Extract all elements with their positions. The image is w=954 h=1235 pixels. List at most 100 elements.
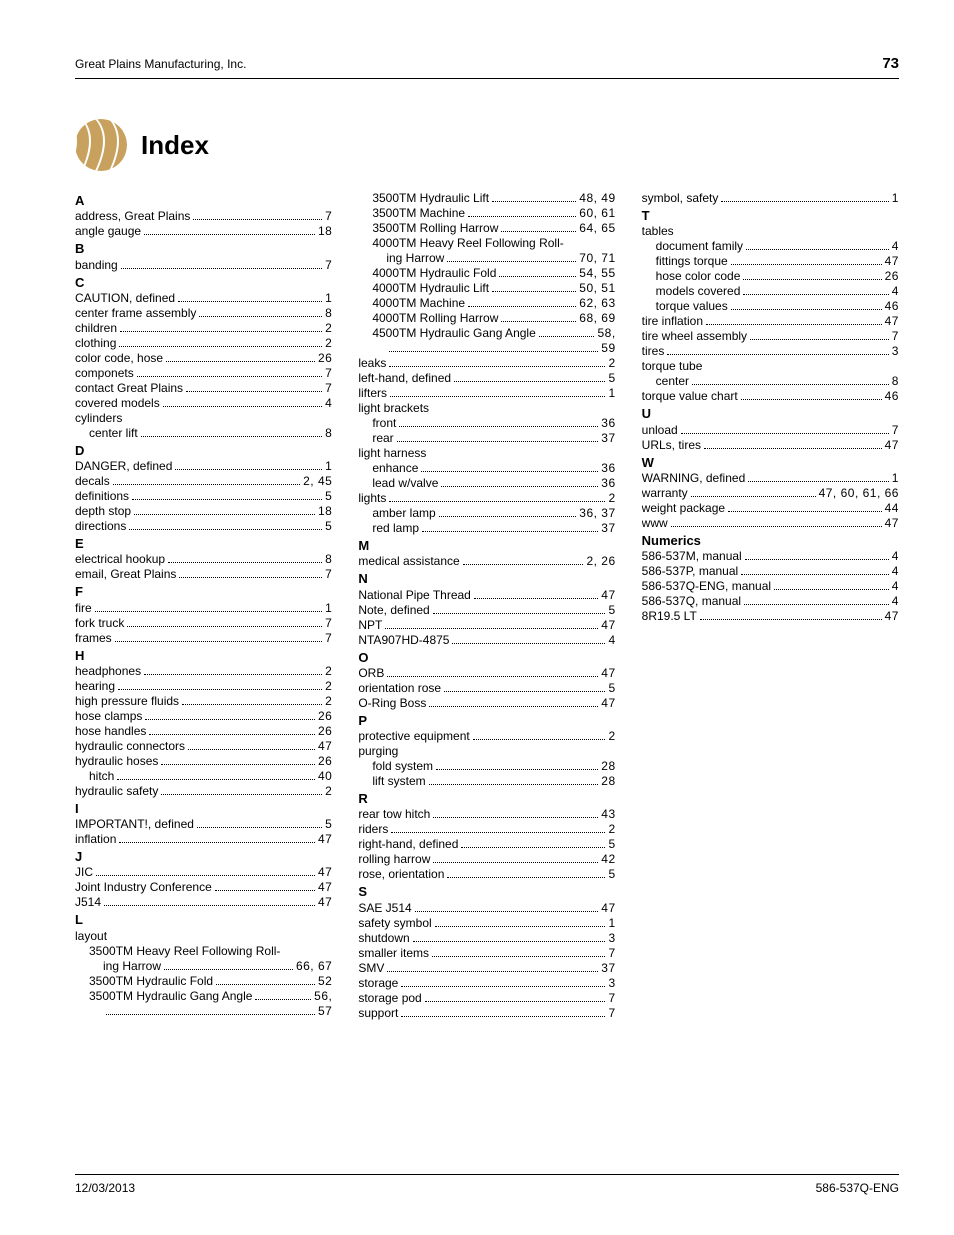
leader-dots: [117, 770, 315, 780]
entry-term: 4500TM Hydraulic Gang Angle: [372, 326, 535, 341]
entry-term: smaller items: [358, 946, 429, 961]
entry-pages: 2: [608, 356, 615, 371]
entry-pages: 7: [325, 631, 332, 646]
leader-dots: [96, 867, 315, 877]
entry-pages: 28: [601, 774, 615, 789]
index-entry: NPT47: [358, 618, 615, 633]
entry-term: tire wheel assembly: [642, 329, 747, 344]
entry-term: clothing: [75, 336, 116, 351]
index-entry: protective equipment2: [358, 729, 615, 744]
index-entry: purging: [358, 744, 615, 759]
entry-pages: 4: [892, 284, 899, 299]
entry-pages: 46: [885, 299, 899, 314]
entry-term: support: [358, 1006, 398, 1021]
entry-term: warranty: [642, 486, 688, 501]
entry-term: lift system: [372, 774, 425, 789]
entry-term: hydraulic safety: [75, 784, 158, 799]
entry-term: directions: [75, 519, 126, 534]
index-entry: frames7: [75, 631, 332, 646]
leader-dots: [397, 432, 599, 442]
leader-dots: [743, 286, 888, 296]
leader-dots: [385, 619, 598, 629]
entry-pages: 47: [885, 516, 899, 531]
leader-dots: [120, 322, 322, 332]
entry-pages: 62, 63: [579, 296, 615, 311]
leader-dots: [436, 760, 598, 770]
index-letter: I: [75, 801, 332, 817]
index-entry: safety symbol1: [358, 916, 615, 931]
entry-term: hydraulic hoses: [75, 754, 158, 769]
index-entry: National Pipe Thread47: [358, 588, 615, 603]
leader-dots: [454, 372, 605, 382]
entry-pages: 2: [608, 491, 615, 506]
entry-term: rose, orientation: [358, 867, 444, 882]
entry-pages: 57: [318, 1004, 332, 1019]
entry-term: torque value chart: [642, 389, 738, 404]
leader-dots: [774, 580, 889, 590]
entry-pages: 18: [318, 504, 332, 519]
entry-pages: 7: [892, 329, 899, 344]
entry-term: torque tube: [642, 359, 703, 374]
index-entry: fire1: [75, 601, 332, 616]
entry-term: rolling harrow: [358, 852, 430, 867]
entry-pages: 26: [318, 351, 332, 366]
entry-term: URLs, tires: [642, 438, 701, 453]
index-entry: ORB47: [358, 666, 615, 681]
entry-pages: 2: [325, 784, 332, 799]
entry-pages: 48, 49: [579, 191, 615, 206]
entry-pages: 60, 61: [579, 206, 615, 221]
entry-pages: 43: [601, 807, 615, 822]
entry-pages: 1: [325, 459, 332, 474]
leader-dots: [401, 1007, 605, 1017]
leader-dots: [429, 697, 598, 707]
index-entry: fittings torque47: [642, 254, 899, 269]
entry-pages: 7: [325, 567, 332, 582]
leader-dots: [750, 331, 889, 341]
index-entry: J51447: [75, 895, 332, 910]
index-entry: definitions5: [75, 489, 332, 504]
page-footer: 12/03/2013 586-537Q-ENG: [75, 1174, 899, 1195]
leader-dots: [119, 337, 322, 347]
entry-pages: 4: [892, 594, 899, 609]
entry-term: light brackets: [358, 401, 429, 416]
entry-pages: 2: [325, 679, 332, 694]
entry-term: IMPORTANT!, defined: [75, 817, 194, 832]
entry-pages: 59: [601, 341, 615, 356]
entry-pages: 5: [325, 817, 332, 832]
entry-pages: 50, 51: [579, 281, 615, 296]
leader-dots: [492, 192, 576, 202]
leader-dots: [700, 610, 882, 620]
header-company: Great Plains Manufacturing, Inc.: [75, 57, 246, 71]
index-entry: hydraulic hoses26: [75, 754, 332, 769]
entry-term: WARNING, defined: [642, 471, 746, 486]
entry-pages: 26: [885, 269, 899, 284]
index-entry: 59: [358, 341, 615, 356]
leader-dots: [137, 367, 322, 377]
entry-term: safety symbol: [358, 916, 431, 931]
entry-term: cylinders: [75, 411, 122, 426]
entry-pages: 47: [318, 832, 332, 847]
entry-term: depth stop: [75, 504, 131, 519]
leader-dots: [168, 554, 322, 564]
leader-dots: [115, 632, 322, 642]
page-title: Index: [141, 130, 209, 161]
entry-pages: 4: [892, 564, 899, 579]
entry-pages: 7: [325, 366, 332, 381]
index-entry: light harness: [358, 446, 615, 461]
leader-dots: [144, 665, 322, 675]
entry-pages: 7: [608, 946, 615, 961]
entry-term: children: [75, 321, 117, 336]
leader-dots: [435, 917, 606, 927]
leader-dots: [731, 256, 882, 266]
index-entry: hose clamps26: [75, 709, 332, 724]
leader-dots: [197, 818, 322, 828]
leader-dots: [199, 307, 322, 317]
leader-dots: [387, 962, 598, 972]
leader-dots: [681, 424, 889, 434]
entry-pages: 26: [318, 724, 332, 739]
index-entry: 4500TM Hydraulic Gang Angle58,: [358, 326, 615, 341]
entry-term: 3500TM Heavy Reel Following Roll-: [89, 944, 280, 959]
index-entry: shutdown3: [358, 931, 615, 946]
index-entry: rolling harrow42: [358, 852, 615, 867]
entry-pages: 70, 71: [579, 251, 615, 266]
